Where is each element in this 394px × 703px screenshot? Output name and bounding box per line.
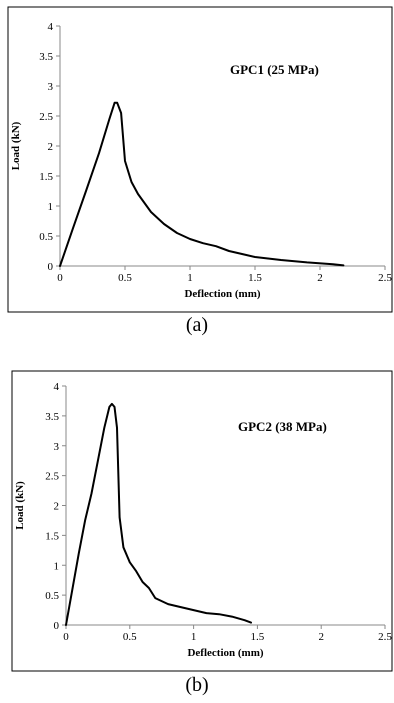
chart-frame <box>11 370 393 672</box>
y-tick-label: 0.5 <box>39 231 53 243</box>
chart-title: GPC1 (25 MPa) <box>230 62 319 77</box>
x-axis-title: Deflection (mm) <box>184 288 260 300</box>
x-tick-label: 1 <box>187 272 193 284</box>
y-tick-label: 4 <box>48 21 54 33</box>
y-tick-label: 1 <box>54 560 60 572</box>
series-line-0 <box>65 402 252 626</box>
y-tick-label: 1.5 <box>39 171 53 183</box>
chart-panel-b: 0 0.5 1 1.5 2 2.5 3 3.5 4 0 0.5 1 1.5 2 2.5 Deflection … <box>0 360 394 703</box>
x-tick-label: 0.5 <box>118 272 132 284</box>
caption-a: (a) <box>185 314 209 336</box>
chart-a: 0 0.5 1 1.5 2 2.5 3 3.5 4 0 0.5 1 1.5 2 2.5 Deflection … <box>7 6 393 313</box>
x-tick-label: 0.5 <box>123 631 137 643</box>
x-tick-label: 2 <box>318 631 324 643</box>
y-tick-label: 2 <box>48 141 54 153</box>
chart-panel-a: 0 0.5 1 1.5 2 2.5 3 3.5 4 0 0.5 1 1.5 2 2.5 Deflection … <box>0 0 394 345</box>
x-tick-label: 1.5 <box>251 631 265 643</box>
y-tick-label: 3.5 <box>45 411 59 423</box>
x-tick-label: 0 <box>57 272 63 284</box>
x-tick-label: 1.5 <box>248 272 262 284</box>
chart-title: GPC2 (38 MPa) <box>238 419 327 434</box>
x-tick-label: 2 <box>317 272 323 284</box>
y-tick-label: 4 <box>54 381 60 393</box>
x-tick-label: 2.5 <box>378 631 392 643</box>
y-tick-label: 1.5 <box>45 530 59 542</box>
y-tick-label: 2.5 <box>39 111 53 123</box>
y-axis-title: Load (kN) <box>10 121 22 170</box>
y-tick-label: 0.5 <box>45 590 59 602</box>
y-tick-label: 1 <box>48 201 54 213</box>
y-tick-label: 2 <box>54 501 60 513</box>
y-axis-title: Load (kN) <box>14 481 26 530</box>
caption-b: (b) <box>185 674 209 696</box>
chart-b: 0 0.5 1 1.5 2 2.5 3 3.5 4 0 0.5 1 1.5 2 2.5 Deflection … <box>11 370 393 672</box>
y-tick-label: 2.5 <box>45 471 59 483</box>
y-tick-label: 0 <box>54 620 60 632</box>
y-tick-label: 3.5 <box>39 51 53 63</box>
series-line-0 <box>59 101 345 267</box>
y-tick-label: 0 <box>48 261 54 273</box>
x-tick-label: 0 <box>63 631 69 643</box>
x-tick-label: 2.5 <box>378 272 392 284</box>
x-axis-title: Deflection (mm) <box>187 647 263 659</box>
y-tick-label: 3 <box>48 81 54 93</box>
x-tick-label: 1 <box>191 631 197 643</box>
chart-frame <box>7 6 393 313</box>
y-tick-label: 3 <box>54 441 60 453</box>
